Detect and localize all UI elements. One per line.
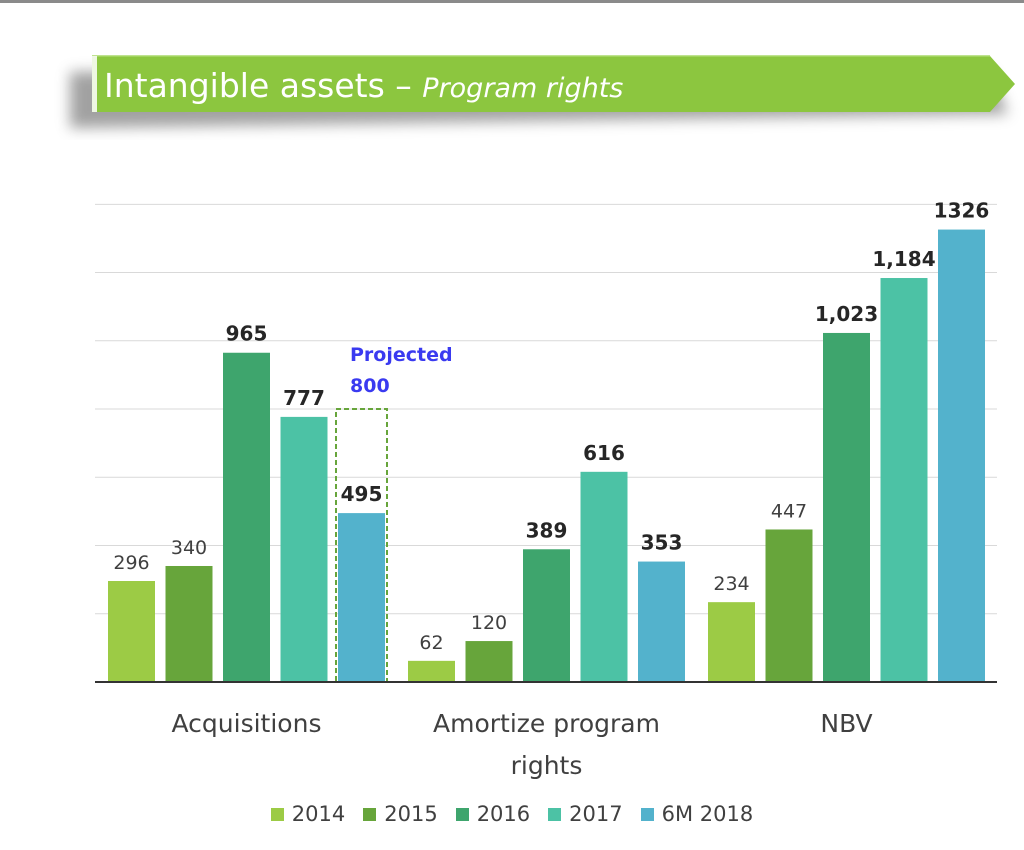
bar-2017 [580, 471, 628, 682]
chart-title: Intangible assets – Program rights [104, 66, 623, 105]
legend-swatch [640, 807, 654, 821]
data-label: 340 [171, 537, 207, 559]
legend-label: 2015 [384, 802, 438, 826]
title-banner: Intangible assets – Program rights [0, 0, 1024, 140]
legend-item: 2014 [270, 802, 346, 826]
legend-item: 6M 2018 [640, 802, 754, 826]
bar-2017 [280, 416, 328, 682]
legend-label: 2016 [476, 802, 531, 826]
bar-2014 [108, 581, 155, 682]
bar-6m-2018 [638, 561, 685, 682]
category-label: rights [511, 751, 583, 780]
data-label: 616 [583, 441, 625, 465]
banner-arrow-shape [70, 55, 1015, 128]
legend-item: 2017 [548, 802, 623, 826]
data-label: 234 [713, 573, 749, 595]
legend-swatch [548, 807, 562, 821]
data-label: 447 [771, 500, 807, 522]
category-label: Acquisitions [172, 709, 322, 738]
legend-swatch [363, 807, 377, 821]
data-label: 353 [641, 531, 683, 555]
bar-2015 [465, 641, 513, 682]
annotation-label: 800 [350, 375, 390, 397]
data-label: 1326 [934, 199, 990, 223]
category-label: NBV [820, 709, 872, 738]
data-label: 1,184 [872, 247, 935, 271]
data-label: 120 [471, 612, 507, 634]
legend-label: 6M 2018 [661, 802, 754, 826]
bar-2017 [880, 278, 928, 682]
bar-2015 [765, 529, 813, 682]
bar-6m-2018 [338, 513, 385, 682]
legend-item: 2015 [363, 802, 438, 826]
bar-2016 [223, 352, 270, 682]
legend-label: 2017 [569, 802, 623, 826]
bar-2016 [523, 549, 570, 682]
annotation-label: Projected [350, 344, 453, 366]
top-rule [0, 0, 1024, 3]
data-label: 495 [341, 482, 383, 506]
bar-6m-2018 [938, 229, 985, 683]
title-sub: Program rights [422, 73, 624, 104]
legend-label: 2014 [291, 802, 346, 826]
bar-2016 [823, 332, 870, 682]
projected-outline [335, 408, 388, 683]
data-label: 389 [526, 518, 568, 542]
data-label: 296 [113, 552, 149, 574]
legend-swatch [455, 807, 469, 821]
bar-2014 [708, 602, 755, 682]
data-label: 1,023 [815, 302, 878, 326]
bar-2014 [408, 660, 455, 682]
data-label: 965 [226, 322, 268, 346]
chart-legend: 2014 2015 2016 2017 6M 2018 [0, 802, 1024, 826]
legend-item: 2016 [455, 802, 531, 826]
category-label: Amortize program [433, 709, 660, 738]
data-label: 62 [419, 632, 443, 654]
data-label: 777 [283, 386, 325, 410]
title-main: Intangible assets – [104, 66, 423, 105]
legend-swatch [270, 807, 284, 821]
bar-2015 [165, 565, 213, 682]
